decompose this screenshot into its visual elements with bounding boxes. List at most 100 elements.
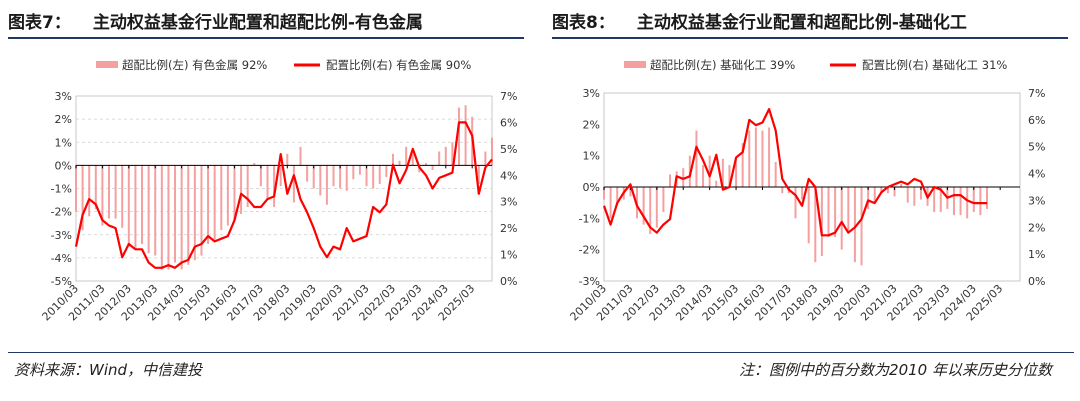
y-right-tick-label: 4% [500, 169, 517, 182]
figure-8-label: 图表8： [552, 13, 615, 33]
y-left-tick-label: 3% [55, 90, 72, 103]
bar-mark [325, 165, 328, 205]
bar-mark [794, 187, 797, 219]
bar-mark [424, 163, 427, 166]
bar-mark [721, 158, 724, 187]
bar-mark [444, 146, 447, 166]
bar-mark [662, 187, 665, 213]
bar-mark [616, 187, 619, 206]
source-note: 资料来源：Wind，中信建投 [14, 361, 203, 379]
bar-mark [886, 187, 889, 194]
figure-8-panel: 图表8： 主动权益基金行业配置和超配比例-基础化工 超配比例(左) 基础化工 39… [552, 0, 1072, 352]
bar-mark [642, 187, 645, 225]
bar-mark [220, 165, 223, 231]
bar-mark [477, 165, 480, 184]
y-left-tick-label: -1% [51, 183, 72, 196]
bar-mark [299, 146, 302, 166]
bar-mark [405, 146, 408, 166]
bar-mark [801, 187, 804, 200]
bar-mark [834, 187, 837, 238]
y-left-tick-label: 2% [583, 118, 600, 131]
bar-mark [127, 165, 130, 247]
bar-mark [827, 187, 830, 238]
bar-mark [972, 187, 975, 213]
bar-mark [913, 187, 916, 206]
bar-mark [979, 187, 982, 216]
bar-mark [81, 165, 84, 231]
bar-mark [292, 165, 295, 203]
bar-mark [75, 165, 77, 212]
bar-mark [207, 165, 210, 244]
y-left-tick-label: 3% [583, 87, 600, 100]
bar-mark [365, 165, 368, 187]
bar-mark [286, 153, 289, 166]
bar-mark [121, 165, 124, 228]
bar-mark [695, 130, 698, 187]
bar-mark [358, 165, 361, 175]
bar-mark [213, 165, 216, 240]
bar-mark [893, 187, 896, 197]
bar-mark [880, 187, 883, 194]
bar-mark [200, 165, 203, 256]
bar-mark [728, 165, 731, 187]
bar-mark [939, 187, 942, 213]
y-right-tick-label: 1% [500, 249, 517, 262]
y-right-tick-label: 6% [500, 116, 517, 129]
bar-mark [266, 165, 269, 201]
bar-mark [193, 165, 196, 261]
bar-mark [134, 165, 137, 249]
bar-mark [279, 165, 282, 187]
bar-mark [702, 165, 705, 187]
bar-mark [669, 174, 672, 187]
bar-mark [609, 187, 612, 219]
bar-mark [873, 187, 876, 203]
y-left-tick-label: 1% [55, 136, 72, 149]
y-left-tick-label: 0% [583, 181, 600, 194]
bar-mark [101, 165, 104, 226]
y-left-tick-label: 2% [55, 113, 72, 126]
legend-label: 配置比例(右) 基础化工 31% [862, 58, 1007, 72]
y-right-tick-label: 5% [1028, 141, 1045, 154]
bar-mark [312, 165, 315, 189]
bar-mark [174, 165, 177, 263]
bar-mark [629, 187, 632, 197]
bar-mark [391, 153, 394, 166]
bar-mark [345, 165, 348, 191]
y-right-tick-label: 6% [1028, 114, 1045, 127]
bar-mark [919, 187, 922, 200]
bar-mark [774, 161, 777, 187]
y-left-tick-label: -3% [51, 229, 72, 242]
bar-mark [748, 130, 751, 187]
bar-mark [853, 187, 856, 263]
figure-7-title: 主动权益基金行业配置和超配比例-有色金属 [92, 13, 423, 33]
bar-mark [180, 165, 183, 270]
y-left-tick-label: -4% [51, 252, 72, 265]
y-right-tick-label: 0% [500, 275, 517, 288]
y-left-tick-label: -2% [51, 206, 72, 219]
y-right-tick-label: 5% [500, 143, 517, 156]
bar-mark [160, 165, 163, 270]
bar-mark [820, 187, 823, 256]
y-right-tick-label: 3% [500, 196, 517, 209]
bar-mark [339, 165, 342, 189]
bar-mark [253, 163, 256, 166]
y-left-tick-label: -3% [579, 275, 600, 288]
bar-mark [411, 153, 414, 166]
bar-mark [807, 187, 810, 244]
bar-mark [352, 165, 355, 180]
bar-mark [431, 165, 434, 170]
figure-7-label: 图表7： [8, 13, 71, 33]
allocation-line [74, 121, 493, 269]
bar-mark [147, 165, 150, 254]
bar-mark [398, 160, 401, 166]
bar-mark [840, 187, 843, 250]
bar-mark [114, 165, 117, 219]
allocation-line [602, 107, 987, 237]
bar-mark [451, 142, 454, 166]
bar-mark [761, 130, 764, 187]
figure-8-header: 图表8： 主动权益基金行业配置和超配比例-基础化工 [552, 8, 1072, 34]
bar-mark [385, 165, 388, 177]
figure-7-chart: 超配比例(左) 有色金属 92% 配置比例(右) 有色金属 90% -5% -4% -3… [40, 58, 518, 323]
figure-7-header: 图表7： 主动权益基金行业配置和超配比例-有色金属 [8, 8, 528, 34]
bar-mark [246, 165, 249, 207]
